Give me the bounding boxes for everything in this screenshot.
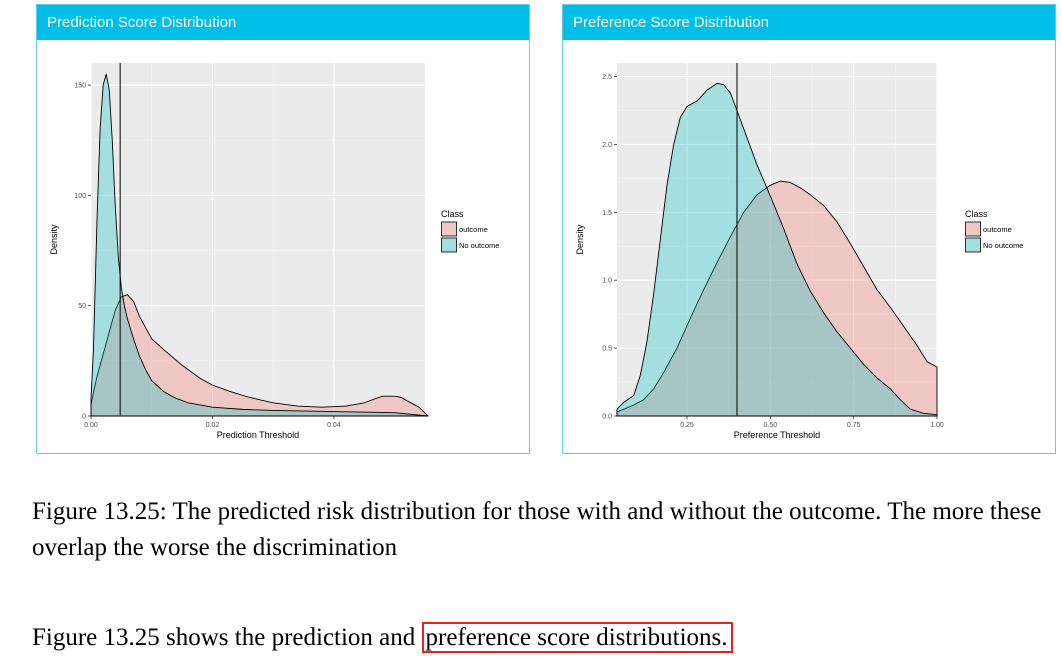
legend-label: No outcome [983,241,1023,250]
plot-background [91,63,425,416]
y-tick-label: 2.0 [602,142,612,149]
y-axis-title: Density [575,224,585,255]
y-tick-label: 50 [78,303,86,310]
x-tick-label: 0.50 [764,422,778,429]
y-tick-label: 2.5 [602,74,612,81]
preference-density-chart: 0.25 0.50 0.75 1.00 0.0 0.5 1.0 1.5 2.0 2.5 Prefer… [575,63,1023,440]
density-area-outcome [616,180,938,417]
legend-key-background [441,222,457,236]
y-tick-label: 0 [82,414,86,421]
legend-title: Class [965,209,988,219]
legend-swatch [441,221,457,237]
legend: Class outcome No outcome [965,209,1023,253]
x-tick-label: 0.00 [84,422,98,429]
figure-caption: Figure 13.25: The predicted risk distrib… [32,498,1042,561]
legend-label: outcome [459,225,488,234]
density-area-no-outcome [616,82,938,417]
y-tick-label: 1.0 [602,278,612,285]
legend-key-background [965,238,981,252]
x-tick-label: 0.25 [680,422,694,429]
x-tick-label: 0.04 [327,422,341,429]
prediction-score-panel: Prediction Score Distribution 0.00 0.02 0.… [36,4,530,454]
legend: Class outcome No outcome [441,209,499,253]
x-tick-label: 0.02 [206,422,220,429]
legend-swatch [441,237,457,253]
body-text: Figure 13.25 shows the prediction and [32,624,422,651]
legend-key-background [965,222,981,236]
legend-key-background [441,238,457,252]
x-tick-label: 1.00 [930,422,944,429]
density-area-outcome [90,294,429,417]
panel-title: Preference Score Distribution [563,5,1055,40]
density-area-no-outcome [90,73,429,417]
panel-title: Prediction Score Distribution [37,5,529,40]
legend-title: Class [441,209,464,219]
y-tick-label: 1.5 [602,210,612,217]
legend-swatch [965,237,981,253]
legend-label: outcome [983,225,1012,234]
y-tick-label: 100 [74,193,86,200]
preference-score-panel: Preference Score Distribution 0.25 0.50 0.… [562,4,1056,454]
legend-swatch [965,221,981,237]
prediction-density-chart: 0.00 0.02 0.04 0 50 100 150 Prediction Threshol… [49,63,499,440]
plot-background [617,63,937,416]
y-tick-label: 0.5 [602,346,612,353]
highlighted-phrase: preference score distributions. [421,622,733,653]
x-axis-title: Prediction Threshold [217,430,299,440]
body-paragraph: Figure 13.25 shows the prediction and pr… [32,620,1058,656]
y-axis-title: Density [49,224,59,255]
y-tick-label: 0.0 [602,414,612,421]
y-tick-label: 150 [74,83,86,90]
legend-label: No outcome [459,241,499,250]
x-tick-label: 0.75 [847,422,861,429]
x-axis-title: Preference Threshold [734,430,820,440]
